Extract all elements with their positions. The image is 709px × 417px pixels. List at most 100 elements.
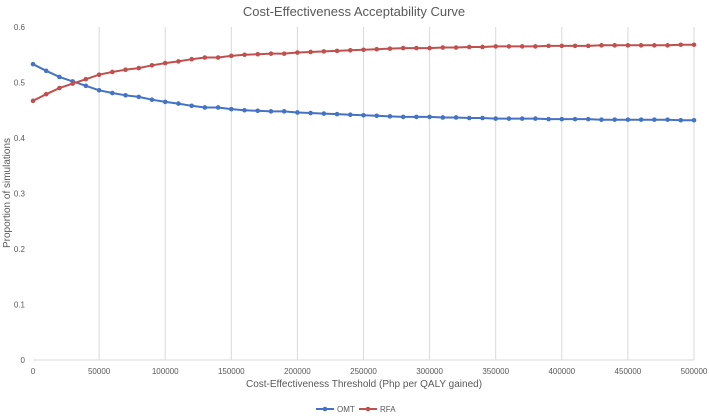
data-point-rfa-38 <box>533 44 538 49</box>
data-point-rfa-23 <box>334 48 340 54</box>
data-point-rfa-39 <box>546 43 551 49</box>
data-point-rfa-7 <box>123 67 128 73</box>
data-point-rfa-15 <box>229 53 234 59</box>
y-tick-label-1: 0.1 <box>14 301 26 310</box>
data-point-omt-26 <box>374 113 380 119</box>
data-point-rfa-50 <box>691 42 697 48</box>
data-point-rfa-6 <box>110 69 115 75</box>
data-point-omt-35 <box>493 116 499 121</box>
data-point-omt-39 <box>546 116 551 122</box>
data-point-omt-38 <box>533 116 538 121</box>
legend-label-omt: OMT <box>337 405 355 414</box>
x-tick-label-3: 150000 <box>218 367 245 376</box>
data-point-omt-27 <box>387 114 393 119</box>
data-point-omt-8 <box>136 94 142 100</box>
data-point-omt-4 <box>83 83 89 89</box>
legend: OMT RFA <box>316 405 396 414</box>
data-point-omt-18 <box>268 109 274 114</box>
x-tick-labels: 0 50000 100000 150000 200000 250000 300000 3500… <box>31 367 708 376</box>
data-point-rfa-4 <box>83 76 89 82</box>
data-point-rfa-9 <box>149 62 155 68</box>
legend-marker-rfa <box>365 406 371 412</box>
data-point-rfa-16 <box>242 52 247 58</box>
data-point-rfa-24 <box>347 48 353 53</box>
data-point-omt-11 <box>176 101 181 106</box>
y-tick-label-5: 0.5 <box>14 79 26 88</box>
y-tick-label-2: 0.2 <box>14 245 26 254</box>
x-tick-label-7: 350000 <box>482 367 509 376</box>
data-point-omt-14 <box>215 105 221 110</box>
data-point-omt-48 <box>665 117 670 122</box>
data-point-rfa-13 <box>202 55 208 60</box>
data-point-rfa-34 <box>480 44 485 50</box>
data-point-rfa-45 <box>625 43 631 48</box>
y-tick-label-3: 0.3 <box>14 190 26 199</box>
data-point-omt-21 <box>308 110 313 116</box>
data-point-rfa-25 <box>361 47 366 53</box>
data-point-rfa-42 <box>585 43 591 49</box>
data-point-rfa-27 <box>387 46 393 51</box>
data-point-omt-37 <box>519 116 525 121</box>
data-point-rfa-48 <box>665 43 670 48</box>
data-point-rfa-41 <box>572 43 578 49</box>
data-point-omt-19 <box>281 109 287 114</box>
data-point-rfa-28 <box>400 45 406 51</box>
data-point-rfa-3 <box>70 81 75 86</box>
data-point-rfa-0 <box>30 98 36 104</box>
data-point-rfa-8 <box>136 65 142 71</box>
data-point-omt-44 <box>612 117 617 122</box>
data-point-rfa-18 <box>268 51 274 56</box>
data-point-rfa-37 <box>519 44 525 49</box>
data-point-omt-40 <box>559 116 565 122</box>
data-point-rfa-32 <box>453 45 459 50</box>
data-point-omt-31 <box>440 115 446 120</box>
gridlines <box>98 27 695 360</box>
data-point-omt-9 <box>149 97 155 103</box>
data-point-rfa-14 <box>215 55 221 60</box>
data-point-rfa-5 <box>96 72 102 78</box>
data-point-rfa-49 <box>678 42 684 48</box>
data-point-omt-49 <box>678 117 684 123</box>
data-point-omt-2 <box>57 74 62 80</box>
data-point-omt-47 <box>652 117 657 122</box>
x-tick-label-1: 50000 <box>88 367 111 376</box>
data-point-rfa-33 <box>466 44 472 50</box>
data-point-omt-17 <box>255 108 261 114</box>
data-point-rfa-46 <box>638 43 644 48</box>
data-point-omt-29 <box>414 114 419 120</box>
data-point-omt-24 <box>347 112 353 117</box>
data-point-omt-25 <box>361 112 366 118</box>
x-tick-label-10: 500000 <box>681 367 708 376</box>
series-omt <box>30 61 697 123</box>
series-rfa <box>30 42 697 104</box>
data-point-rfa-47 <box>652 43 657 48</box>
legend-marker-omt <box>322 406 328 412</box>
x-tick-label-9: 450000 <box>615 367 642 376</box>
data-point-omt-10 <box>162 99 168 105</box>
legend-item-omt: OMT <box>316 405 355 414</box>
x-tick-label-0: 0 <box>31 367 36 376</box>
data-point-rfa-1 <box>43 91 49 97</box>
data-point-rfa-30 <box>427 45 432 51</box>
data-point-omt-0 <box>30 61 36 67</box>
data-point-rfa-22 <box>321 49 327 54</box>
data-point-omt-30 <box>427 114 432 120</box>
data-point-rfa-17 <box>255 51 261 57</box>
data-point-rfa-36 <box>506 44 512 49</box>
data-point-omt-41 <box>572 116 578 122</box>
data-point-omt-42 <box>585 116 591 122</box>
x-tick-label-5: 250000 <box>350 367 377 376</box>
legend-label-rfa: RFA <box>380 405 396 414</box>
data-point-omt-12 <box>189 103 194 109</box>
y-tick-label-0: 0 <box>21 356 26 365</box>
data-point-rfa-11 <box>176 59 181 64</box>
data-point-omt-15 <box>229 106 234 112</box>
data-point-omt-45 <box>625 117 631 122</box>
data-point-rfa-31 <box>440 45 446 50</box>
x-tick-label-8: 400000 <box>548 367 575 376</box>
x-tick-label-6: 300000 <box>416 367 443 376</box>
data-point-omt-33 <box>466 115 472 121</box>
data-point-omt-32 <box>453 115 459 120</box>
data-point-omt-28 <box>400 114 406 120</box>
x-tick-label-4: 200000 <box>284 367 311 376</box>
